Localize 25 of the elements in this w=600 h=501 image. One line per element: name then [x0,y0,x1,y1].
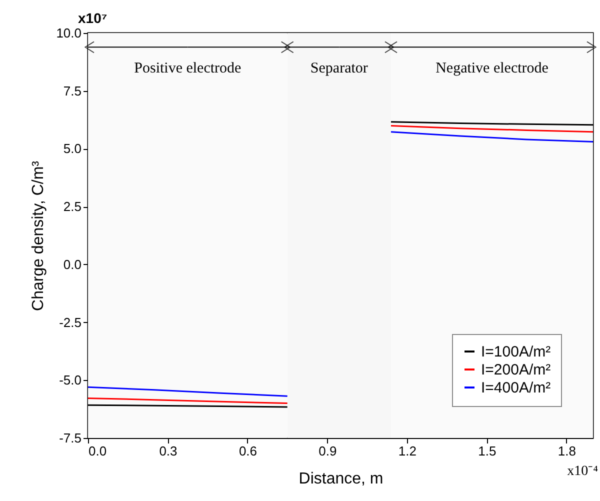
text: x10⁻⁴ [567,464,598,479]
x-tick-label: 1.5 [478,444,496,458]
y-tick-label: -2.5 [59,314,82,330]
x-tick-label: 0.0 [88,444,107,458]
y-tick-label: -7.5 [59,430,82,446]
y-axis-title: Charge density, C/m³ [30,160,48,311]
band-label: Positive electrode [134,60,242,76]
x-tick-label: 1.2 [398,444,416,458]
band-label: Negative electrode [436,60,549,76]
band-label: Separator [310,60,368,76]
y-tick-label: 7.5 [63,83,82,98]
x-tick-label: 0.3 [159,444,178,458]
y-tick-label: 0.0 [63,256,82,272]
x-axis-title: Distance, m [298,470,384,488]
legend-label: I=200A/m² [481,362,551,378]
x-tick-label: 1.8 [558,444,576,458]
y-tick-label: 10.0 [56,26,82,40]
y-tick-label: 2.5 [63,199,82,214]
text: x10⁷ [78,10,108,26]
y-tick-label: -5.0 [59,372,82,388]
x-tick-label: 0.6 [238,444,258,458]
legend-label: I=400A/m² [481,380,551,396]
legend-label: I=100A/m² [481,344,551,360]
y-tick-label: 5.0 [63,141,82,156]
x-tick-label: 0.9 [318,444,337,458]
